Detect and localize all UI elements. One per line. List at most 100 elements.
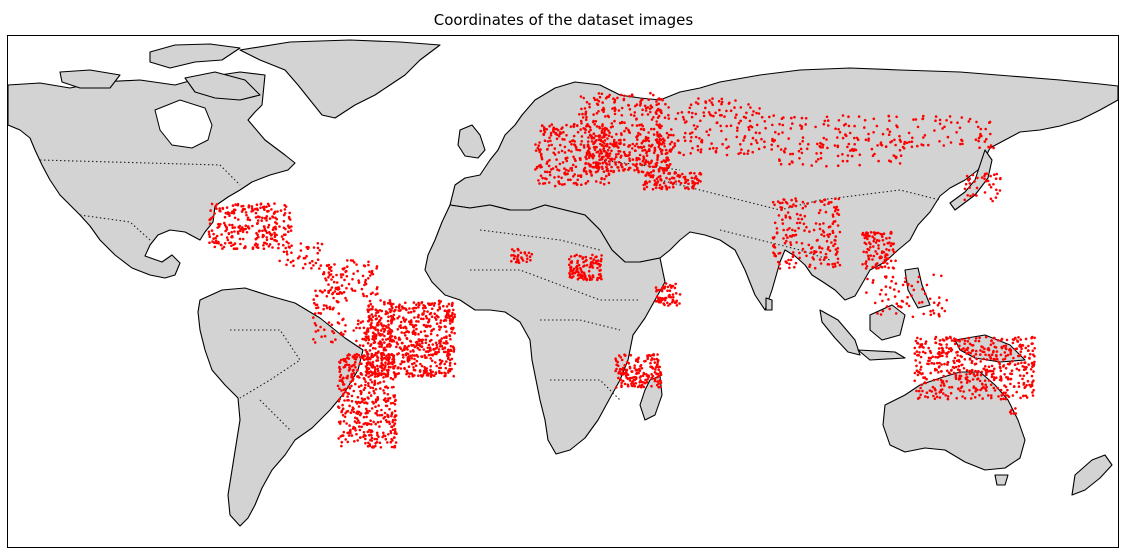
data-point (694, 101, 698, 104)
data-point (750, 125, 754, 129)
data-point (815, 250, 818, 254)
data-point (357, 400, 360, 404)
data-point (886, 262, 889, 265)
data-point (969, 351, 972, 355)
data-point (371, 346, 375, 350)
data-point (836, 257, 840, 261)
data-point (542, 128, 546, 132)
data-point (444, 342, 448, 345)
data-point (347, 434, 351, 437)
data-point (923, 292, 927, 296)
data-point (378, 340, 382, 343)
data-point (610, 122, 614, 125)
data-point (872, 239, 875, 243)
data-point (672, 295, 675, 299)
data-point (618, 121, 622, 125)
data-point (667, 133, 671, 137)
data-point (214, 205, 217, 208)
data-point (600, 177, 603, 181)
data-point (642, 372, 646, 376)
data-point (973, 362, 977, 366)
data-point (559, 131, 562, 134)
data-point (659, 150, 663, 153)
data-point (622, 97, 626, 101)
data-point (1020, 361, 1023, 365)
data-point (758, 131, 761, 135)
data-point (971, 173, 975, 177)
data-point (827, 245, 830, 249)
data-point (609, 142, 612, 145)
data-point (1011, 394, 1015, 397)
data-point (623, 168, 627, 171)
data-point (933, 129, 936, 132)
data-point (580, 270, 583, 274)
data-point (274, 227, 278, 231)
data-point (341, 407, 345, 411)
data-point (550, 123, 554, 126)
data-point (934, 119, 937, 122)
data-point (699, 180, 702, 183)
data-point (998, 365, 1002, 369)
data-point (702, 111, 705, 114)
data-point (991, 199, 994, 203)
data-point (818, 227, 822, 231)
data-point (659, 109, 663, 113)
data-point (380, 345, 383, 348)
data-point (326, 264, 329, 268)
data-point (328, 305, 332, 309)
data-point (921, 287, 924, 291)
data-point (665, 187, 669, 191)
data-point (967, 351, 970, 354)
data-point (978, 336, 981, 340)
data-point (1017, 336, 1020, 339)
data-point (370, 434, 373, 437)
data-point (691, 146, 694, 150)
data-point (954, 365, 958, 369)
data-point (871, 258, 874, 261)
data-point (861, 263, 864, 266)
data-point (621, 373, 625, 376)
data-point (668, 171, 671, 175)
data-point (318, 267, 321, 270)
data-point (609, 157, 612, 161)
data-point (234, 203, 237, 206)
data-point (373, 332, 376, 336)
data-point (334, 338, 337, 341)
data-point (700, 140, 703, 143)
data-point (374, 314, 377, 317)
data-point (635, 158, 638, 162)
data-point (369, 362, 372, 366)
landmasses (7, 39, 1119, 527)
data-point (1012, 412, 1016, 415)
data-point (955, 131, 958, 134)
data-point (450, 367, 453, 371)
data-point (386, 441, 389, 444)
data-point (394, 441, 398, 444)
data-point (576, 261, 579, 265)
data-point (964, 376, 968, 380)
data-point (314, 261, 318, 265)
data-point (316, 246, 320, 250)
data-point (646, 354, 649, 358)
data-point (413, 361, 416, 365)
data-point (639, 102, 642, 105)
data-point (932, 394, 935, 398)
data-point (889, 259, 893, 263)
data-point (958, 339, 961, 343)
data-point (992, 350, 995, 354)
data-point (350, 399, 354, 403)
data-point (623, 382, 627, 386)
data-point (670, 128, 673, 131)
data-point (570, 139, 574, 143)
data-point (832, 265, 835, 269)
data-point (649, 145, 653, 148)
data-point (561, 126, 564, 129)
data-point (628, 157, 631, 160)
data-point (430, 315, 434, 319)
data-point (382, 376, 385, 379)
data-point (548, 124, 551, 128)
data-point (371, 307, 374, 311)
data-point (940, 370, 943, 373)
data-point (861, 231, 865, 235)
data-point (268, 243, 272, 246)
